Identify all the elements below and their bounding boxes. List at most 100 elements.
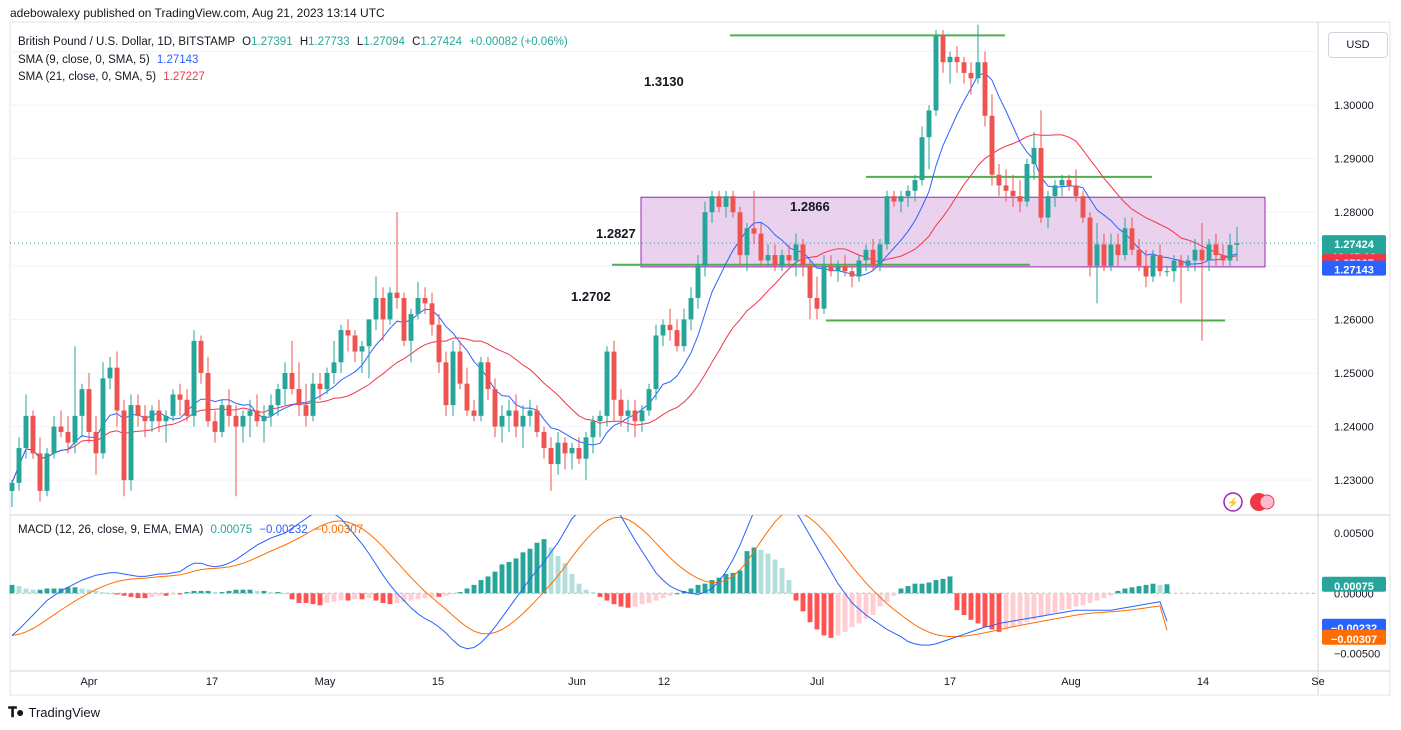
- macd-histogram-bar: [310, 593, 316, 605]
- candle-body: [443, 362, 449, 406]
- macd-histogram-bar: [821, 593, 827, 636]
- candle-body: [730, 196, 736, 213]
- macd-histogram-bar: [142, 593, 148, 599]
- candle-body: [786, 255, 792, 261]
- candle-body: [177, 394, 183, 400]
- sma9-badge-text: 1.27143: [1334, 265, 1374, 277]
- sma9-legend[interactable]: SMA (9, close, 0, SMA, 5) 1.27143: [18, 54, 198, 66]
- macd-histogram-bar: [576, 583, 582, 594]
- macd-histogram-bar: [520, 552, 526, 594]
- candle-body: [345, 330, 351, 336]
- candle-body: [86, 389, 92, 432]
- candle-body: [597, 415, 603, 422]
- macd-histogram-bar: [975, 593, 981, 624]
- macd-histogram-bar: [702, 583, 708, 594]
- candle-body: [989, 115, 995, 175]
- macd-histogram-bar: [233, 589, 239, 594]
- candle-body: [723, 196, 729, 207]
- candle-body: [982, 62, 988, 116]
- candle-body: [828, 265, 834, 272]
- candle-body: [688, 297, 694, 320]
- low-value: 1.27094: [363, 36, 405, 48]
- macd-histogram-bar: [156, 593, 162, 596]
- candle-body: [289, 372, 295, 390]
- candle-body: [1234, 243, 1240, 245]
- macd-signal-badge-text: −0.00307: [1331, 634, 1377, 646]
- sma21-legend[interactable]: SMA (21, close, 0, SMA, 5) 1.27227: [18, 71, 205, 83]
- candle-body: [604, 351, 610, 416]
- price-tick-label: 1.30000: [1334, 100, 1374, 112]
- macd-histogram-bar: [72, 587, 78, 594]
- candle-body: [408, 314, 414, 341]
- candle-body: [37, 453, 43, 491]
- candle-body: [1052, 185, 1058, 197]
- macd-histogram-bar: [499, 564, 505, 594]
- macd-histogram-bar: [170, 593, 176, 595]
- macd-histogram-bar: [940, 578, 946, 594]
- time-tick-label: Se: [1311, 676, 1324, 688]
- candle-body: [107, 367, 113, 379]
- candle-body: [268, 405, 274, 416]
- candle-body: [471, 410, 477, 416]
- macd-histogram-bar: [429, 593, 435, 597]
- candle-body: [359, 346, 365, 352]
- level-annotation: 1.3130: [644, 74, 684, 89]
- macd-histogram-bar: [1031, 593, 1037, 620]
- candle-body: [898, 196, 904, 202]
- candle-body: [1185, 260, 1191, 266]
- macd-histogram-bar: [338, 593, 344, 601]
- macd-histogram-bar: [226, 590, 232, 594]
- sma21-line: [11, 133, 1238, 483]
- macd-histogram-bar: [695, 584, 701, 594]
- last-price-badge-text: 1.27424: [1334, 239, 1375, 251]
- macd-histogram-bar: [163, 593, 169, 596]
- candle-body: [135, 405, 141, 416]
- sma9-line: [11, 72, 1238, 483]
- macd-histogram-bar: [345, 593, 351, 601]
- candle-body: [772, 255, 778, 266]
- candle-body: [919, 137, 925, 181]
- macd-histogram-bar: [261, 590, 267, 594]
- candle-body: [275, 389, 281, 406]
- candle-body: [877, 244, 883, 266]
- candle-body: [1010, 190, 1016, 197]
- candle-body: [639, 410, 645, 422]
- currency-button[interactable]: USD: [1328, 32, 1388, 58]
- macd-histogram-bar: [1080, 593, 1086, 606]
- candle-body: [534, 410, 540, 432]
- macd-histogram-bar: [471, 584, 477, 594]
- footer-brand[interactable]: 𝐓● TradingView: [8, 704, 100, 721]
- macd-legend[interactable]: MACD (12, 26, close, 9, EMA, EMA) 0.0007…: [18, 524, 363, 536]
- macd-histogram-bar: [275, 592, 281, 594]
- candle-body: [1150, 255, 1156, 277]
- candle-body: [373, 297, 379, 320]
- candle-body: [219, 405, 225, 432]
- candle-body: [905, 190, 911, 197]
- candle-body: [23, 415, 29, 449]
- macd-signal-value: −0.00307: [314, 524, 364, 536]
- macd-histogram-bar: [1087, 593, 1093, 603]
- candle-body: [170, 394, 176, 416]
- macd-histogram-bar: [891, 593, 897, 596]
- candle-body: [205, 372, 211, 422]
- macd-histogram-bar: [716, 577, 722, 594]
- time-tick-label: 15: [432, 676, 444, 688]
- candle-body: [1199, 249, 1205, 261]
- brand-name: TradingView: [28, 705, 101, 720]
- candle-body: [1024, 164, 1030, 202]
- candle-body: [429, 303, 435, 325]
- candle-body: [1038, 147, 1044, 218]
- time-tick-label: 14: [1197, 676, 1209, 688]
- candle-body: [1059, 180, 1065, 186]
- candle-body: [954, 56, 960, 63]
- macd-histogram-bar: [464, 588, 470, 594]
- macd-histogram-bar: [1115, 590, 1121, 594]
- candle-body: [128, 405, 134, 481]
- candle-body: [527, 410, 533, 416]
- macd-histogram-bar: [114, 593, 120, 595]
- macd-histogram-bar: [1073, 593, 1079, 607]
- macd-label: MACD (12, 26, close, 9, EMA, EMA): [18, 524, 204, 536]
- candle-body: [625, 410, 631, 416]
- candle-body: [996, 174, 1002, 186]
